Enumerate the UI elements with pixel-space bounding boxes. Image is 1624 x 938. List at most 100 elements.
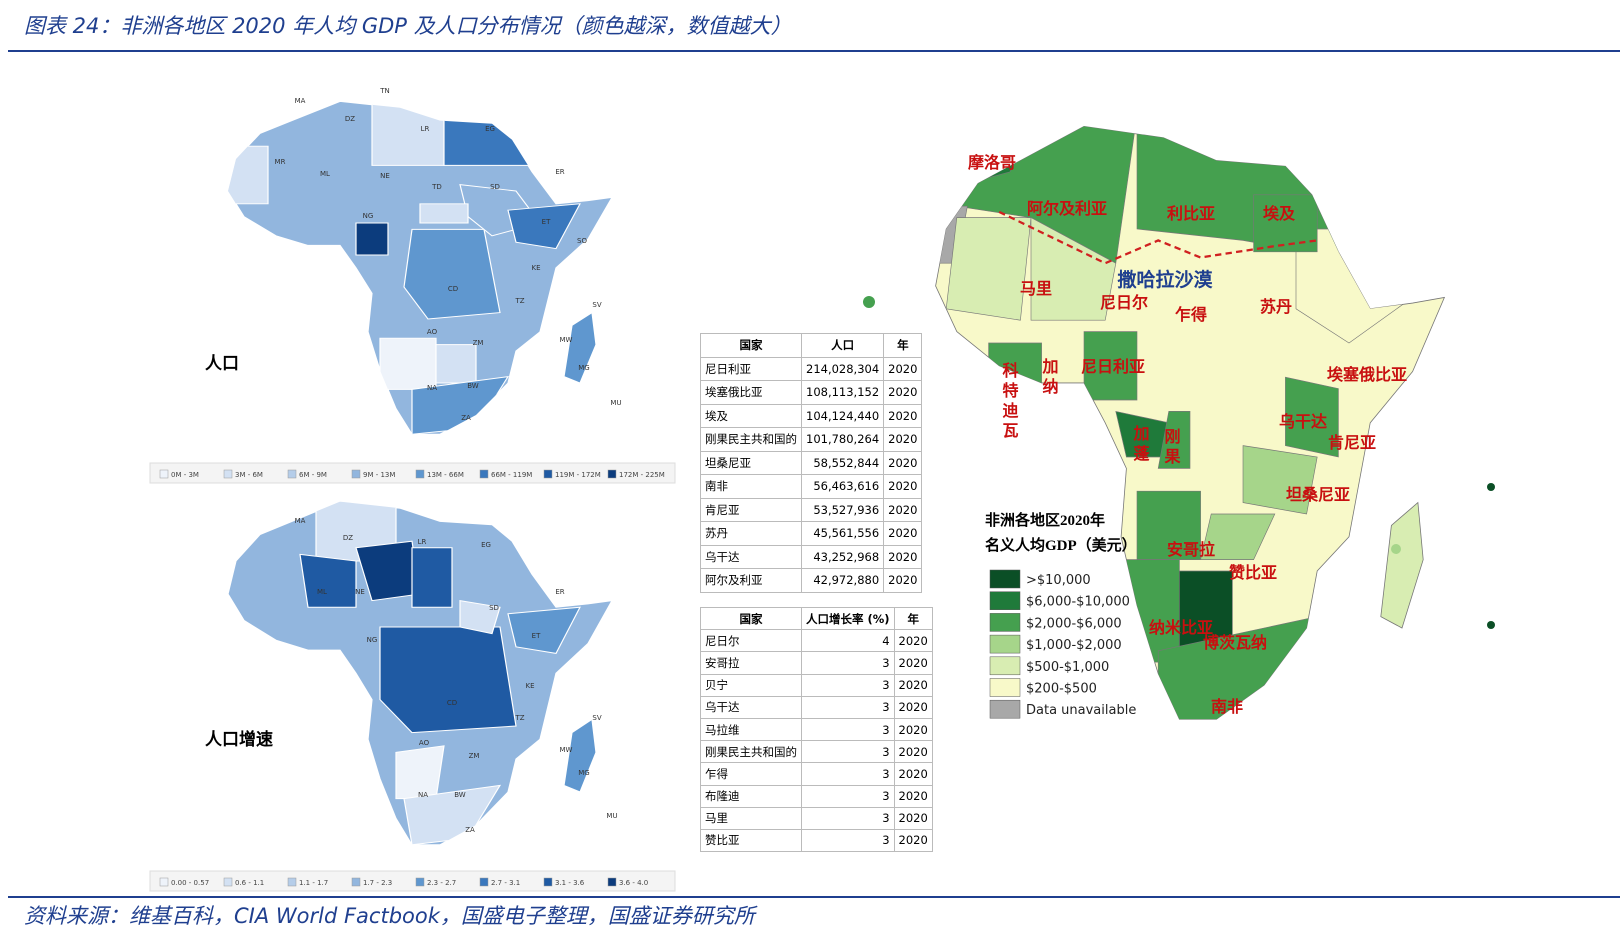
legend-swatch [351, 469, 361, 479]
table-cell: 2020 [893, 695, 933, 719]
legend-swatch [543, 877, 553, 887]
table-cell: 赞比亚 [700, 828, 802, 853]
country-name: 乍得 [1175, 305, 1207, 324]
legend-swatch [223, 469, 233, 479]
legend-swatch [989, 591, 1021, 610]
country-code: TN [379, 87, 390, 95]
country-code: AO [427, 328, 438, 336]
legend-swatch [989, 569, 1021, 589]
growth-table: 国家 人口增长率 (%) 年尼日尔 4 2020 安哥拉 3 2020 贝宁 3 2020 乌干达 3 2… [700, 606, 933, 853]
table-cell: 2020 [893, 806, 933, 830]
table-cell: 4 [801, 629, 895, 653]
legend-swatch [989, 634, 1021, 654]
table-cell: 101,780,264 [800, 427, 885, 452]
country-code: ER [555, 588, 564, 596]
table-cell: 3 [801, 762, 895, 786]
country-code: ZA [461, 414, 471, 422]
table-row: 刚果民主共和国的 101,780,264 2020 [700, 427, 923, 452]
country-code: MG [578, 364, 589, 372]
table-cell: 3 [801, 651, 895, 675]
legend-swatch [989, 656, 1021, 676]
table-cell: 南非 [700, 474, 802, 499]
table-cell: 2020 [883, 450, 923, 475]
table-row: 乌干达 3 2020 [700, 695, 933, 719]
country-code: CD [447, 699, 457, 707]
column-header: 年 [883, 333, 923, 358]
legend-label: >$10,000 [1026, 573, 1091, 588]
table-cell: 2020 [883, 497, 923, 522]
table-cell: 3 [801, 784, 895, 808]
table-row: 埃塞俄比亚 108,113,152 2020 [700, 380, 923, 405]
table-cell: 3 [801, 695, 895, 719]
country-code: ZM [469, 752, 480, 760]
table-cell: 阿尔及利亚 [700, 568, 802, 593]
country-name: 科特迪瓦 [1000, 361, 1019, 442]
island [1487, 621, 1495, 629]
country-code: LR [418, 538, 427, 546]
country-code: ZA [465, 826, 475, 834]
country-code: ML [320, 170, 330, 178]
legend-title: 名义人均GDP（美元） [985, 536, 1137, 554]
table-row: 苏丹 45,561,556 2020 [700, 521, 923, 546]
legend-swatch [159, 469, 169, 479]
footer-rule [8, 896, 1620, 898]
map-label: 人口增速 [205, 729, 273, 750]
table-cell: 刚果民主共和国的 [700, 740, 802, 764]
legend-swatch [543, 469, 553, 479]
country-code: SO [577, 237, 587, 245]
country-code: MU [606, 812, 617, 820]
country-code: BW [467, 382, 479, 390]
country-code: SD [489, 604, 499, 612]
table-cell: 2020 [893, 717, 933, 742]
table-cell: 2020 [883, 403, 923, 428]
island [863, 296, 875, 308]
country-name: 加蓬 [1131, 425, 1151, 465]
country-code: TZ [514, 297, 524, 305]
table-cell: 布隆迪 [700, 784, 802, 808]
country-name: 苏丹 [1260, 297, 1292, 316]
column-header: 年 [893, 606, 933, 631]
country-code: NA [427, 384, 437, 392]
legend-label: 1.7 - 2.3 [363, 879, 392, 887]
table-cell: 3 [801, 717, 895, 742]
country-code: EG [485, 125, 495, 133]
legend-title: 非洲各地区2020年 [985, 511, 1105, 529]
legend-swatch [287, 877, 297, 887]
country-name: 博茨瓦纳 [1203, 633, 1267, 652]
legend-label: 119M - 172M [555, 471, 601, 479]
legend-label: $2,000-$6,000 [1026, 616, 1122, 631]
table-cell: 2020 [883, 380, 923, 405]
legend-swatch [351, 877, 361, 887]
legend-swatch [607, 877, 617, 887]
country-name: 利比亚 [1167, 204, 1215, 223]
legend-label: 3.6 - 4.0 [619, 879, 648, 887]
map-label: 人口 [205, 354, 239, 374]
country-name: 刚果 [1162, 428, 1182, 468]
country-code: NE [380, 172, 390, 180]
country-code: ET [532, 632, 541, 640]
table-cell: 2020 [883, 356, 923, 381]
country-name: 乌干达 [1279, 412, 1327, 431]
legend-label: 0.6 - 1.1 [235, 879, 264, 887]
table-cell: 2020 [883, 521, 923, 546]
country-name: 摩洛哥 [968, 153, 1016, 172]
country-name: 南非 [1211, 697, 1243, 716]
table-cell: 214,028,304 [800, 356, 885, 381]
legend-swatch [607, 469, 617, 479]
table-row: 布隆迪 3 2020 [700, 784, 933, 808]
country-code: NG [367, 636, 378, 644]
table-cell: 2020 [893, 651, 933, 675]
country-code: ET [542, 218, 551, 226]
table-row: 马里 3 2020 [700, 806, 933, 830]
country-code: NE [355, 588, 365, 596]
table-cell: 2020 [883, 544, 923, 569]
table-row: 南非 56,463,616 2020 [700, 474, 923, 499]
table-cell: 58,552,844 [800, 450, 885, 475]
country-code: ZM [473, 339, 484, 347]
table-cell: 56,463,616 [800, 474, 885, 499]
table-row: 肯尼亚 53,527,936 2020 [700, 497, 923, 522]
figure-title: 图表 24：非洲各地区 2020 年人均 GDP 及人口分布情况（颜色越深，数值… [24, 14, 792, 38]
legend-swatch [989, 613, 1021, 632]
header-row: 国家 人口增长率 (%) 年 [700, 606, 933, 631]
